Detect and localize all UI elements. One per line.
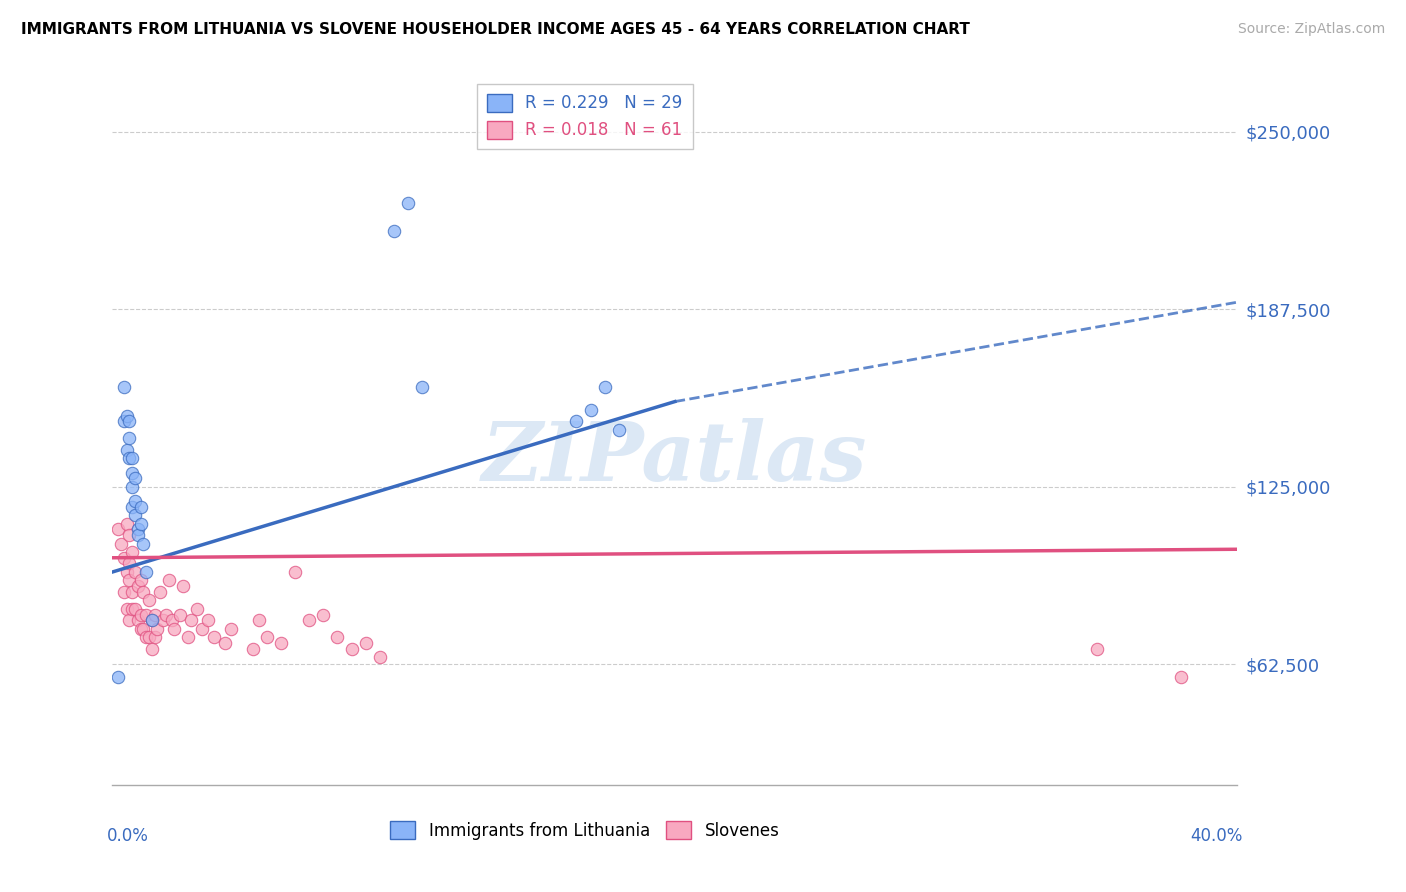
Point bbox=[565, 414, 588, 428]
Point bbox=[247, 613, 270, 627]
Point bbox=[270, 636, 292, 650]
Point bbox=[121, 451, 143, 466]
Point bbox=[121, 602, 143, 616]
Point bbox=[219, 622, 242, 636]
Point bbox=[340, 641, 363, 656]
Point bbox=[155, 607, 177, 622]
Point bbox=[157, 574, 180, 588]
Point bbox=[127, 528, 149, 542]
Point bbox=[411, 380, 433, 394]
Point bbox=[135, 630, 157, 644]
Point bbox=[191, 622, 214, 636]
Point bbox=[382, 224, 405, 238]
Point bbox=[115, 565, 138, 579]
Text: Source: ZipAtlas.com: Source: ZipAtlas.com bbox=[1237, 22, 1385, 37]
Point bbox=[141, 613, 163, 627]
Point bbox=[138, 630, 160, 644]
Point bbox=[107, 670, 129, 684]
Point bbox=[112, 380, 135, 394]
Point bbox=[326, 630, 349, 644]
Point bbox=[132, 622, 155, 636]
Point bbox=[368, 650, 391, 665]
Point bbox=[129, 500, 152, 514]
Point bbox=[177, 630, 200, 644]
Point bbox=[124, 602, 146, 616]
Point bbox=[138, 593, 160, 607]
Point bbox=[132, 585, 155, 599]
Point bbox=[149, 585, 172, 599]
Point bbox=[180, 613, 202, 627]
Point bbox=[312, 607, 335, 622]
Point bbox=[152, 613, 174, 627]
Point bbox=[121, 466, 143, 480]
Point bbox=[127, 613, 149, 627]
Point bbox=[298, 613, 321, 627]
Point bbox=[112, 414, 135, 428]
Point bbox=[124, 494, 146, 508]
Point bbox=[256, 630, 278, 644]
Point bbox=[163, 622, 186, 636]
Point bbox=[202, 630, 225, 644]
Point bbox=[118, 557, 141, 571]
Point bbox=[118, 613, 141, 627]
Point bbox=[121, 500, 143, 514]
Point bbox=[396, 195, 419, 210]
Point bbox=[242, 641, 264, 656]
Point bbox=[143, 630, 166, 644]
Point bbox=[146, 622, 169, 636]
Point bbox=[124, 565, 146, 579]
Point bbox=[127, 579, 149, 593]
Point bbox=[115, 442, 138, 457]
Point bbox=[112, 585, 135, 599]
Point bbox=[197, 613, 219, 627]
Point bbox=[118, 574, 141, 588]
Text: IMMIGRANTS FROM LITHUANIA VS SLOVENE HOUSEHOLDER INCOME AGES 45 - 64 YEARS CORRE: IMMIGRANTS FROM LITHUANIA VS SLOVENE HOU… bbox=[21, 22, 970, 37]
Point bbox=[132, 536, 155, 550]
Point bbox=[129, 574, 152, 588]
Point bbox=[118, 414, 141, 428]
Point bbox=[579, 403, 602, 417]
Point bbox=[284, 565, 307, 579]
Point bbox=[593, 380, 616, 394]
Point bbox=[121, 585, 143, 599]
Point bbox=[124, 471, 146, 485]
Point bbox=[121, 480, 143, 494]
Point bbox=[115, 602, 138, 616]
Text: 40.0%: 40.0% bbox=[1191, 827, 1243, 845]
Point bbox=[172, 579, 194, 593]
Point bbox=[141, 641, 163, 656]
Text: 0.0%: 0.0% bbox=[107, 827, 149, 845]
Point bbox=[127, 522, 149, 536]
Text: ZIPatlas: ZIPatlas bbox=[482, 418, 868, 498]
Point bbox=[141, 613, 163, 627]
Point bbox=[1085, 641, 1108, 656]
Point bbox=[129, 516, 152, 531]
Point bbox=[118, 528, 141, 542]
Point bbox=[110, 536, 132, 550]
Point bbox=[118, 451, 141, 466]
Point bbox=[143, 607, 166, 622]
Point bbox=[160, 613, 183, 627]
Point bbox=[129, 622, 152, 636]
Point bbox=[112, 550, 135, 565]
Point bbox=[118, 432, 141, 446]
Point bbox=[186, 602, 208, 616]
Point bbox=[129, 607, 152, 622]
Point bbox=[135, 607, 157, 622]
Point bbox=[124, 508, 146, 523]
Point bbox=[354, 636, 377, 650]
Point bbox=[107, 522, 129, 536]
Point bbox=[214, 636, 236, 650]
Point bbox=[1170, 670, 1192, 684]
Point bbox=[135, 565, 157, 579]
Legend: Immigrants from Lithuania, Slovenes: Immigrants from Lithuania, Slovenes bbox=[384, 814, 786, 847]
Point bbox=[169, 607, 191, 622]
Point bbox=[607, 423, 630, 437]
Point bbox=[115, 409, 138, 423]
Point bbox=[121, 545, 143, 559]
Point bbox=[115, 516, 138, 531]
